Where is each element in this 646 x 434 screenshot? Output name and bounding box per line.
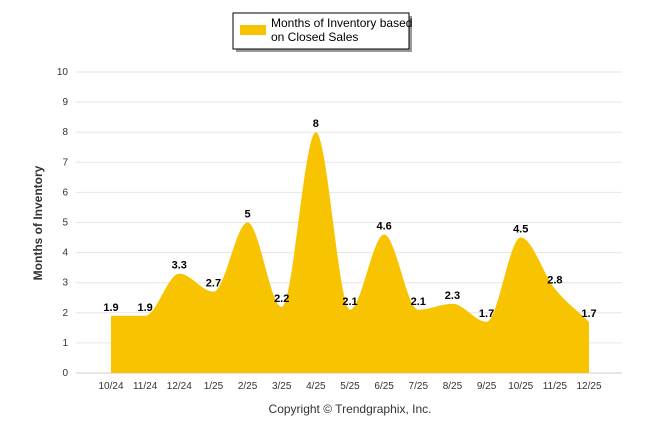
copyright-footer: Copyright © Trendgraphix, Inc.: [269, 402, 432, 416]
data-label: 2.7: [206, 278, 221, 290]
y-tick-4: 4: [62, 248, 68, 259]
y-axis-label: Months of Inventory: [31, 165, 45, 280]
x-tick-3/25: 3/25: [272, 381, 292, 392]
data-label: 3.3: [172, 260, 187, 272]
x-tick-11/24: 11/24: [133, 381, 158, 392]
data-label: 4.6: [376, 221, 391, 233]
legend: Months of Inventory based on Closed Sale…: [232, 12, 412, 52]
y-tick-10: 10: [57, 67, 69, 78]
x-tick-5/25: 5/25: [340, 381, 360, 392]
data-label: 2.1: [411, 296, 426, 308]
data-label: 2.8: [547, 275, 562, 287]
x-tick-1/25: 1/25: [204, 381, 224, 392]
x-tick-labels: 10/24 11/24 12/24 1/25 2/25 3/25 4/25 5/25 6/25 7…: [98, 381, 601, 392]
data-label: 4.5: [513, 224, 528, 236]
x-tick-4/25: 4/25: [306, 381, 326, 392]
y-tick-9: 9: [62, 97, 68, 108]
legend-label-line-2: on Closed Sales: [271, 30, 358, 44]
y-tick-labels: 0 1 2 3 4 5 6 7 8 9 10: [57, 67, 69, 379]
y-tick-1: 1: [62, 338, 68, 349]
data-label: 1.7: [581, 308, 596, 320]
x-tick-12/25: 12/25: [576, 381, 601, 392]
legend-swatch: [240, 25, 266, 35]
x-tick-12/24: 12/24: [167, 381, 192, 392]
x-tick-10/24: 10/24: [98, 381, 123, 392]
x-tick-2/25: 2/25: [238, 381, 258, 392]
y-tick-5: 5: [62, 218, 68, 229]
data-label: 1.7: [479, 308, 494, 320]
data-label: 2.1: [342, 296, 357, 308]
data-label: 2.2: [274, 293, 289, 305]
x-tick-11/25: 11/25: [543, 381, 568, 392]
data-label: 1.9: [103, 302, 118, 314]
legend-label-line-1: Months of Inventory based: [271, 16, 412, 30]
x-tick-7/25: 7/25: [409, 381, 429, 392]
data-label: 1.9: [137, 302, 152, 314]
data-label: 8: [313, 118, 319, 130]
x-tick-10/25: 10/25: [508, 381, 533, 392]
x-tick-8/25: 8/25: [443, 381, 463, 392]
y-tick-6: 6: [62, 187, 68, 198]
y-tick-7: 7: [62, 157, 68, 168]
data-label: 5: [245, 209, 251, 221]
series-area: [111, 132, 589, 373]
y-tick-3: 3: [62, 278, 68, 289]
x-tick-9/25: 9/25: [477, 381, 497, 392]
data-label: 2.3: [445, 290, 460, 302]
y-tick-8: 8: [62, 127, 68, 138]
x-tick-6/25: 6/25: [374, 381, 394, 392]
y-tick-0: 0: [62, 368, 68, 379]
y-tick-2: 2: [62, 308, 68, 319]
data-labels: 1.9 1.9 3.3 2.7 5 2.2 8 2.1 4.6 2.1 2.3 1.7 4.5 2.8 1.…: [103, 118, 597, 322]
